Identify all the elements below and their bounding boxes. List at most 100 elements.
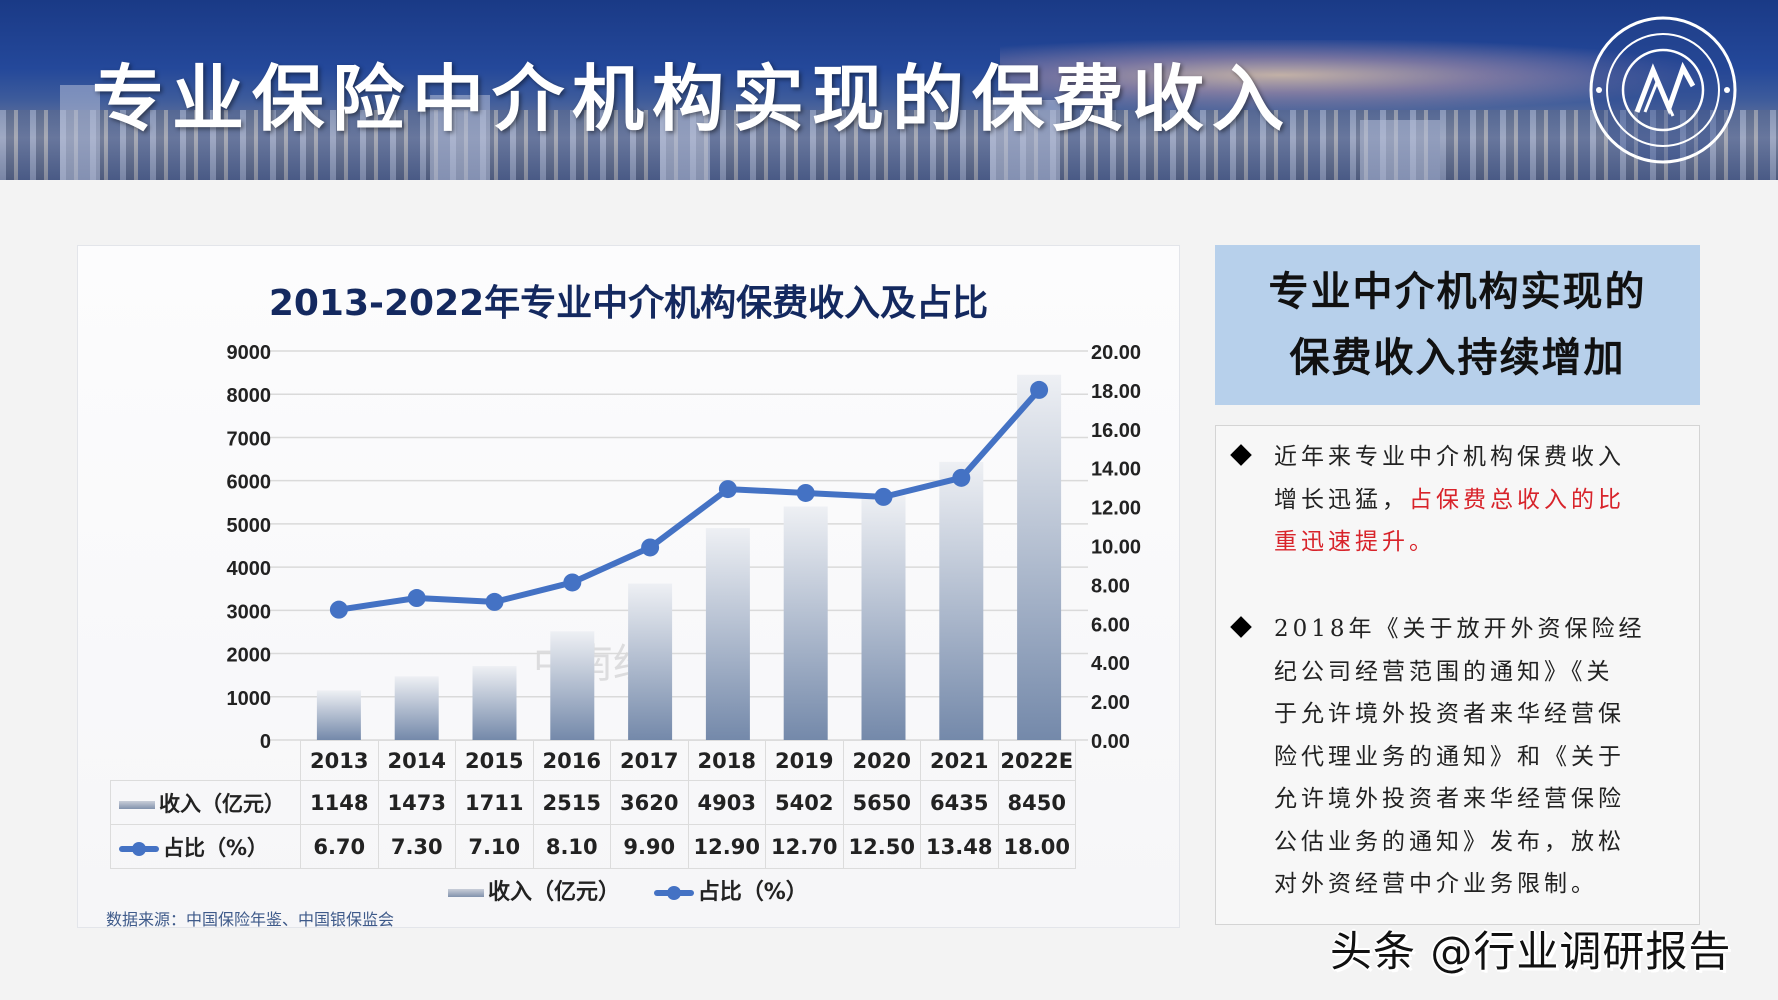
building [430,95,490,180]
left-axis-tick: 0 [260,731,271,753]
text-line: 对外资经营中介业务限制。 [1274,871,1598,897]
table-cell-year: 2021 [920,740,999,781]
table-cell-share: 8.10 [532,824,611,869]
table-cell-year: 2019 [765,740,844,781]
income-bar [550,631,595,740]
building [60,85,100,180]
city-skyline [0,110,1778,180]
table-cell-year: 2022E [997,740,1076,781]
income-bar [783,506,828,740]
building [990,100,1060,180]
table-cell-year: 2015 [455,740,534,781]
table-cell-income: 3620 [610,780,689,825]
table-cell-share: 13.48 [920,824,999,869]
share-point [407,589,426,608]
share-point [641,538,660,557]
table-cell-income: 1148 [300,780,379,825]
chart-legend: 收入（亿元） 占比（%） [448,874,834,906]
share-point [329,600,348,619]
table-cell-share: 7.30 [377,824,456,869]
right-axis-tick: 18.00 [1091,381,1141,403]
table-cell-share: 7.10 [455,824,534,869]
bar-swatch-icon [448,889,484,897]
chart-title: 2013-2022年专业中介机构保费收入及占比 [268,283,989,324]
right-axis-tick: 12.00 [1091,498,1141,520]
text-line: 险代理业务的通知》和《关于 [1274,743,1625,770]
table-cell-year: 2016 [532,740,611,781]
right-axis-tick: 0.00 [1091,731,1130,753]
table-cell-income: 6435 [920,780,999,825]
left-axis-tick: 6000 [227,472,272,494]
source-watermark: 头条 @行业调研报告 [1330,927,1732,976]
bullet-1-text: 近年来专业中介机构保费收入 增长迅猛，占保费总收入的比 重迅速提升。 [1232,436,1682,564]
side-header-line2: 保费收入持续增加 [1289,335,1626,381]
left-axis-tick: 1000 [227,688,272,710]
share-point [1030,380,1049,399]
table-cell-share: 6.70 [300,824,379,869]
right-axis-tick: 16.00 [1091,420,1141,442]
building [660,110,710,180]
income-bar [394,676,439,740]
legend-label: 占比（%） [697,880,808,905]
right-axis-tick: 8.00 [1091,575,1130,597]
text-line: 近年来专业中介机构保费收入 [1274,444,1625,470]
share-point [563,573,582,592]
line-swatch-icon [653,886,694,900]
highlight-text: 重迅速提升。 [1274,529,1436,555]
table-cell-share: 18.00 [997,824,1076,869]
left-axis-tick: 8000 [227,385,272,407]
right-axis-tick: 20.00 [1091,342,1141,364]
share-point [718,480,737,499]
table-row-years: 2013 2014 2015 2016 2017 2018 2019 2020 2021 2022… [111,740,1076,781]
row-header-share: 占比（%） [110,824,301,869]
left-axis-tick: 7000 [227,428,272,450]
right-axis-tick: 2.00 [1091,692,1130,714]
text-line: 允许境外投资者来华经营保险 [1274,786,1625,812]
row-label: 占比（%） [163,835,269,860]
income-bar [705,528,750,740]
share-point [485,592,504,611]
data-source-note: 数据来源：中国保险年鉴、中国银保监会 [106,910,395,929]
income-bar [1017,374,1062,740]
legend-label: 收入（亿元） [488,880,621,905]
income-bar [861,495,906,740]
table-cell-income: 5650 [842,780,921,825]
left-axis-tick: 4000 [227,558,272,580]
side-header: 专业中介机构实现的 保费收入持续增加 [1215,245,1700,405]
share-point [796,483,815,502]
share-point [874,487,893,506]
header-banner: 专业保险中介机构实现的保费收入 [0,0,1778,180]
table-cell-year: 2018 [687,740,766,781]
legend-item-share: 占比（%） [653,880,808,905]
row-label: 收入（亿元） [159,791,285,816]
table-row-income: 收入（亿元） 1148 1473 1711 2515 3620 4903 5402 5650 6… [110,780,1076,825]
income-bar [472,666,517,740]
income-bar [628,583,673,740]
table-cell-income: 1473 [377,780,456,825]
table-row-share: 占比（%） 6.70 7.30 7.10 8.10 9.90 12.90 12.70 12.5… [110,824,1076,869]
income-bar [939,461,984,740]
table-cell-income: 5402 [765,780,844,825]
text-line: 2018年《关于放开外资保险经 [1274,616,1646,642]
row-header-income: 收入（亿元） [110,780,301,825]
table-cell-share: 12.50 [842,824,921,869]
table-cell-year: 2013 [300,740,379,781]
table-cell-income: 4903 [687,780,766,825]
bullet-2: 2018年《关于放开外资保险经 纪公司经营范围的通知》《关 于允许境外投资者来华… [1230,608,1682,906]
table-cell-income: 8450 [997,780,1076,825]
bullet-2-text: 2018年《关于放开外资保险经 纪公司经营范围的通知》《关 于允许境外投资者来华… [1232,608,1682,906]
text-line: 纪公司经营范围的通知》《关 [1274,658,1614,685]
table-cell-year: 2017 [610,740,689,781]
line-swatch-icon [119,841,159,856]
data-table: 2013 2014 2015 2016 2017 2018 2019 2020 2021 2022… [110,740,1076,869]
income-bar [316,690,361,740]
text-line: 公估业务的通知》发布，放松 [1274,828,1625,855]
table-corner [111,741,301,781]
table-cell-year: 2020 [842,740,921,781]
legend-item-income: 收入（亿元） [448,880,620,905]
left-axis-tick: 3000 [227,601,272,623]
table-cell-income: 1711 [455,780,534,825]
text-line: 增长迅猛， [1274,486,1409,513]
left-axis-tick: 2000 [227,645,272,667]
building [1360,120,1440,180]
